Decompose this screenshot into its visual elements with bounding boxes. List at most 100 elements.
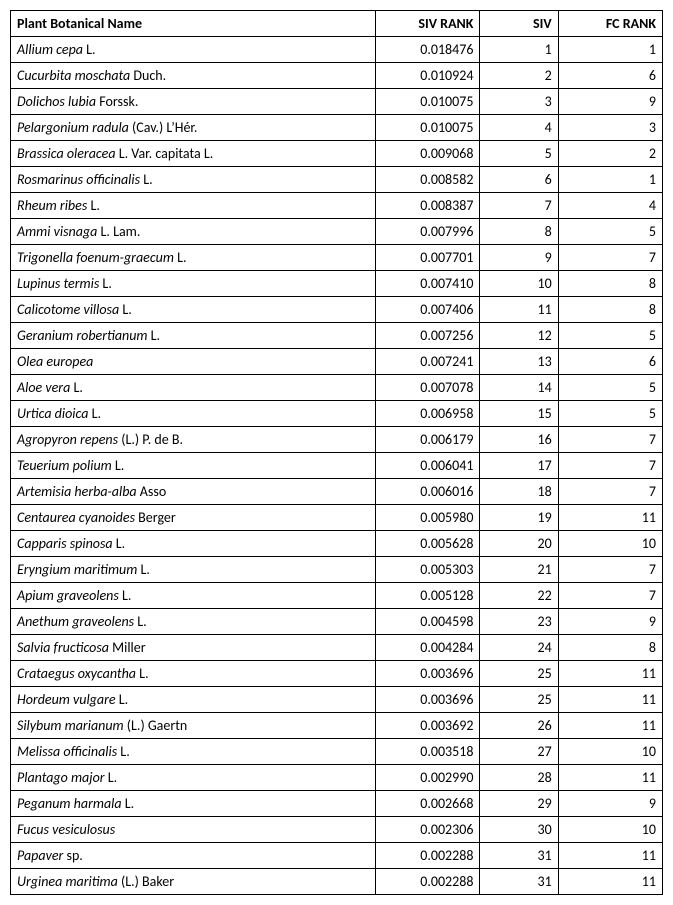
cell-siv-rank: 0.007078 — [376, 375, 480, 401]
plant-name-authority: L. — [140, 171, 153, 188]
cell-siv: 20 — [480, 531, 558, 557]
cell-plant-name: Melissa officinalis L. — [11, 739, 376, 765]
cell-siv: 21 — [480, 557, 558, 583]
plant-name-italic: Plantago major — [17, 769, 105, 786]
cell-plant-name: Salvia fructicosa Miller — [11, 635, 376, 661]
plant-name-italic: Agropyron repens — [17, 431, 118, 448]
plant-name-italic: Silybum marianum — [17, 717, 124, 734]
cell-plant-name: Teuerium polium L. — [11, 453, 376, 479]
plant-name-authority: L. — [174, 249, 187, 266]
plant-name-authority: L. — [119, 587, 132, 604]
plant-name-authority: (L.) Baker — [118, 873, 174, 890]
table-row: Geranium robertianum L.0.007256125 — [11, 323, 663, 349]
table-row: Ammi visnaga L. Lam.0.00799685 — [11, 219, 663, 245]
table-row: Urginea maritima (L.) Baker0.0022883111 — [11, 869, 663, 895]
table-row: Anethum graveolens L.0.004598239 — [11, 609, 663, 635]
cell-fc-rank: 9 — [558, 791, 662, 817]
cell-fc-rank: 10 — [558, 531, 662, 557]
plant-name-authority: Forssk. — [96, 93, 138, 110]
plant-name-italic: Aloe vera — [17, 379, 70, 396]
cell-siv-rank: 0.006958 — [376, 401, 480, 427]
table-row: Calicotome villosa L.0.007406118 — [11, 297, 663, 323]
plant-name-italic: Crataegus oxycantha — [17, 665, 136, 682]
cell-fc-rank: 4 — [558, 193, 662, 219]
cell-plant-name: Lupinus termis L. — [11, 271, 376, 297]
cell-siv-rank: 0.006179 — [376, 427, 480, 453]
cell-plant-name: Brassica oleracea L. Var. capitata L. — [11, 141, 376, 167]
cell-siv: 19 — [480, 505, 558, 531]
cell-siv-rank: 0.002990 — [376, 765, 480, 791]
plant-name-italic: Rheum ribes — [17, 197, 87, 214]
cell-fc-rank: 7 — [558, 427, 662, 453]
cell-siv: 31 — [480, 843, 558, 869]
plant-name-authority: L. — [117, 743, 130, 760]
table-row: Dolichos lubia Forssk.0.01007539 — [11, 89, 663, 115]
table-row: Cucurbita moschata Duch.0.01092426 — [11, 63, 663, 89]
cell-siv: 2 — [480, 63, 558, 89]
cell-plant-name: Fucus vesiculosus — [11, 817, 376, 843]
cell-siv: 31 — [480, 869, 558, 895]
table-row: Apium graveolens L.0.005128227 — [11, 583, 663, 609]
plant-name-authority: L. Lam. — [97, 223, 140, 240]
cell-fc-rank: 5 — [558, 323, 662, 349]
plant-name-italic: Urtica dioica — [17, 405, 88, 422]
plant-name-italic: Eryngium maritimum — [17, 561, 137, 578]
table-row: Plantago major L.0.0029902811 — [11, 765, 663, 791]
plant-name-italic: Rosmarinus officinalis — [17, 171, 140, 188]
table-row: Peganum harmala L.0.002668299 — [11, 791, 663, 817]
cell-siv: 30 — [480, 817, 558, 843]
cell-plant-name: Rheum ribes L. — [11, 193, 376, 219]
cell-plant-name: Trigonella foenum-graecum L. — [11, 245, 376, 271]
cell-siv: 25 — [480, 687, 558, 713]
table-row: Papaver sp.0.0022883111 — [11, 843, 663, 869]
cell-siv: 5 — [480, 141, 558, 167]
cell-plant-name: Dolichos lubia Forssk. — [11, 89, 376, 115]
cell-siv: 9 — [480, 245, 558, 271]
cell-siv: 10 — [480, 271, 558, 297]
cell-siv: 27 — [480, 739, 558, 765]
cell-fc-rank: 5 — [558, 219, 662, 245]
plant-name-authority: Miller — [109, 639, 146, 656]
cell-siv-rank: 0.010075 — [376, 89, 480, 115]
cell-fc-rank: 6 — [558, 63, 662, 89]
plant-name-italic: Artemisia herba-alba — [17, 483, 137, 500]
plant-table: Plant Botanical Name SIV RANK SIV FC RAN… — [10, 10, 663, 895]
cell-siv-rank: 0.002668 — [376, 791, 480, 817]
cell-plant-name: Plantago major L. — [11, 765, 376, 791]
cell-siv-rank: 0.003518 — [376, 739, 480, 765]
cell-fc-rank: 8 — [558, 271, 662, 297]
plant-name-italic: Geranium robertianum — [17, 327, 148, 344]
plant-name-authority: L. — [88, 405, 101, 422]
table-row: Trigonella foenum-graecum L.0.00770197 — [11, 245, 663, 271]
cell-siv-rank: 0.008387 — [376, 193, 480, 219]
plant-name-italic: Trigonella foenum-graecum — [17, 249, 174, 266]
plant-name-italic: Dolichos lubia — [17, 93, 96, 110]
table-row: Melissa officinalis L.0.0035182710 — [11, 739, 663, 765]
plant-name-italic: Salvia fructicosa — [17, 639, 109, 656]
plant-name-italic: Lupinus termis — [17, 275, 99, 292]
table-row: Capparis spinosa L.0.0056282010 — [11, 531, 663, 557]
cell-fc-rank: 2 — [558, 141, 662, 167]
cell-plant-name: Peganum harmala L. — [11, 791, 376, 817]
table-row: Salvia fructicosa Miller0.004284248 — [11, 635, 663, 661]
cell-fc-rank: 11 — [558, 505, 662, 531]
cell-plant-name: Eryngium maritimum L. — [11, 557, 376, 583]
cell-fc-rank: 10 — [558, 739, 662, 765]
plant-name-italic: Allium cepa — [17, 41, 83, 58]
table-row: Pelargonium radula (Cav.) L’Hér.0.010075… — [11, 115, 663, 141]
cell-siv-rank: 0.003696 — [376, 687, 480, 713]
plant-name-authority: L. Var. capitata L. — [116, 145, 214, 162]
table-row: Crataegus oxycantha L.0.0036962511 — [11, 661, 663, 687]
table-row: Silybum marianum (L.) Gaertn0.0036922611 — [11, 713, 663, 739]
cell-fc-rank: 1 — [558, 167, 662, 193]
table-row: Centaurea cyanoides Berger0.0059801911 — [11, 505, 663, 531]
plant-name-italic: Apium graveolens — [17, 587, 119, 604]
cell-siv-rank: 0.006041 — [376, 453, 480, 479]
table-row: Olea europea0.007241136 — [11, 349, 663, 375]
plant-name-italic: Hordeum vulgare — [17, 691, 116, 708]
plant-name-authority: L. — [99, 275, 112, 292]
plant-name-italic: Peganum harmala — [17, 795, 122, 812]
col-siv-rank: SIV RANK — [376, 11, 480, 37]
table-row: Allium cepa L.0.01847611 — [11, 37, 663, 63]
table-row: Artemisia herba-alba Asso0.006016187 — [11, 479, 663, 505]
